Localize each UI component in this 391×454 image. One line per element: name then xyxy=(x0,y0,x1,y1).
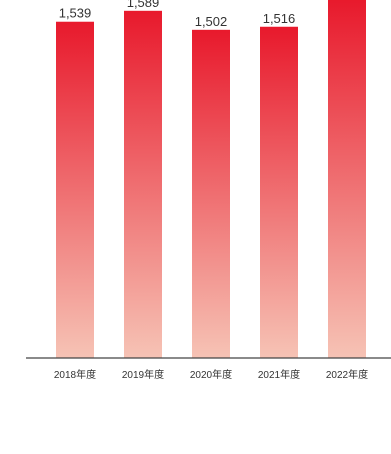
value-label-2: 1,502 xyxy=(195,14,228,29)
bar-2 xyxy=(192,29,230,359)
bar-1 xyxy=(124,10,162,359)
value-label-1: 1,589 xyxy=(127,0,160,10)
x-tick-label-4: 2022年度 xyxy=(326,368,368,381)
x-tick-label-0: 2018年度 xyxy=(54,368,96,381)
x-tick-label-1: 2019年度 xyxy=(122,368,164,381)
bar-0 xyxy=(56,21,94,358)
bar-3 xyxy=(260,26,298,359)
value-label-3: 1,516 xyxy=(263,11,296,26)
bar-4 xyxy=(328,0,366,358)
value-label-0: 1,539 xyxy=(59,6,92,21)
x-tick-label-2: 2020年度 xyxy=(190,368,232,381)
x-tick-label-3: 2021年度 xyxy=(258,368,300,381)
